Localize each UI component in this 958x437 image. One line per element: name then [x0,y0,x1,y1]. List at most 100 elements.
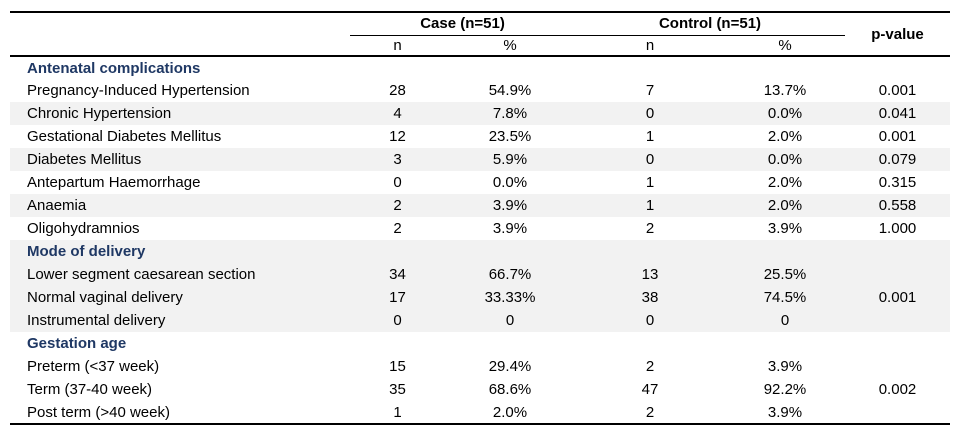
section-title: Antenatal complications [27,59,201,77]
case-n-column-header: n [350,35,445,57]
p-value-cell: 0.001 [878,128,917,145]
section-title: Mode of delivery [27,243,146,260]
case-n-cell: 35 [389,381,406,398]
table-row: Lower segment caesarean section 34 66.7% 13… [10,263,950,286]
control-percent-cell: 74.5% [763,289,807,306]
control-n-cell: 2 [645,358,655,375]
case-n-cell: 0 [393,174,402,191]
case-percent-cell: 54.9% [488,82,532,99]
table-row: Instrumental delivery 0 0 0 0 [10,309,950,332]
case-percent-cell: 23.5% [488,128,532,145]
control-n-cell: 1 [645,197,655,214]
control-percent-column-header: % [725,35,845,57]
table-row: Antepartum Haemorrhage 0 0.0% 1 2.0% 0.315 [10,171,950,194]
case-n-cell: 0 [393,312,402,329]
control-percent-cell: 13.7% [763,82,807,99]
control-n-cell: 13 [641,266,659,283]
p-value-cell: 0.001 [878,82,917,99]
case-n-cell: 28 [389,82,406,99]
table-row: Diabetes Mellitus 3 5.9% 0 0.0% 0.079 [10,148,950,171]
control-percent-cell: 2.0% [767,174,803,191]
section-header-row: Antenatal complications [10,56,950,79]
case-percent-cell: 66.7% [488,266,532,283]
case-percent-cell: 68.6% [488,381,532,398]
case-n-cell: 2 [393,197,402,214]
row-label-cell: Oligohydramnios [27,220,140,237]
table-row: Term (37-40 week) 35 68.6% 47 92.2% 0.002 [10,378,950,401]
section-title: Gestation age [27,335,127,352]
control-n-cell: 0 [645,312,655,329]
table-row: Pregnancy-Induced Hypertension 28 54.9% 7 13… [10,79,950,102]
table-row: Preterm (<37 week) 15 29.4% 2 3.9% [10,355,950,378]
control-n-cell: 38 [641,289,659,306]
table-body: Antenatal complications Pregnancy-Induced… [10,56,950,424]
case-group-header: Case (n=51) [350,12,575,36]
control-percent-cell: 3.9% [767,358,803,375]
case-n-cell: 3 [393,151,402,168]
control-percent-cell: 3.9% [767,220,803,237]
table-row: Oligohydramnios 2 3.9% 2 3.9% 1.000 [10,217,950,240]
group-header-row: Case (n=51) Control (n=51) p-value [10,12,950,57]
case-n-cell: 15 [389,358,406,375]
document-page: Case (n=51) Control (n=51) p-value n % n… [10,11,950,425]
row-label-cell: Chronic Hypertension [27,105,172,122]
row-label-cell: Diabetes Mellitus [27,151,142,168]
control-n-cell: 0 [645,151,655,168]
row-label-subheader-spacer [10,35,350,57]
control-percent-cell: 0.0% [767,105,803,122]
control-n-cell: 1 [645,128,655,145]
control-percent-cell: 2.0% [767,197,803,214]
case-percent-cell: 33.33% [484,289,536,306]
p-value-cell: 0.315 [878,174,917,191]
section-header-row: Mode of delivery [10,240,950,263]
row-label-cell: Lower segment caesarean section [27,266,256,283]
case-n-cell: 34 [389,266,406,283]
row-label-cell: Post term (>40 week) [27,403,170,421]
control-n-cell: 47 [641,381,659,398]
control-n-cell: 7 [645,82,655,99]
row-label-cell: Term (37-40 week) [27,381,153,398]
p-value-cell: 1.000 [878,220,917,237]
table-row: Post term (>40 week) 1 2.0% 2 3.9% [10,401,950,424]
p-value-cell: 0.041 [878,105,917,122]
table-row: Gestational Diabetes Mellitus 12 23.5% 1 2.0… [10,125,950,148]
control-percent-cell: 92.2% [763,381,807,398]
row-label-cell: Anaemia [27,197,87,214]
row-label-cell: Antepartum Haemorrhage [27,174,201,191]
case-n-cell: 17 [389,289,406,306]
p-value-cell: 0.558 [878,197,917,214]
row-label-cell: Instrumental delivery [27,312,166,329]
case-percent-cell: 3.9% [492,197,528,214]
control-percent-cell: 3.9% [767,403,803,421]
control-percent-cell: 0.0% [767,151,803,168]
case-control-comparison-table: Case (n=51) Control (n=51) p-value n % n… [10,11,950,425]
case-n-cell: 12 [389,128,406,145]
p-value-cell: 0.079 [878,151,917,168]
case-percent-cell: 0 [505,312,515,329]
control-n-column-header: n [575,35,725,57]
case-n-cell: 2 [393,220,402,237]
sub-header-row: n % n % [10,35,950,57]
p-value-cell: 0.002 [878,381,917,398]
control-percent-cell: 0 [780,312,790,329]
p-value-cell [845,401,950,424]
control-n-cell: 2 [645,220,655,237]
p-value-cell [845,309,950,332]
case-percent-cell: 5.9% [492,151,528,168]
row-label-cell: Gestational Diabetes Mellitus [27,128,222,145]
p-value-cell: 0.001 [878,289,917,306]
table-header: Case (n=51) Control (n=51) p-value n % n… [10,12,950,57]
case-n-cell: 4 [393,105,402,122]
case-percent-cell: 7.8% [492,105,528,122]
control-group-header: Control (n=51) [575,12,845,36]
case-percent-cell: 0.0% [492,174,528,191]
row-label-cell: Pregnancy-Induced Hypertension [27,82,250,99]
control-n-cell: 0 [645,105,655,122]
p-value-cell [845,263,950,286]
table-row: Normal vaginal delivery 17 33.33% 38 74.5% 0.… [10,286,950,309]
control-n-cell: 1 [645,174,655,191]
control-percent-cell: 2.0% [767,128,803,145]
case-n-cell: 1 [393,403,402,421]
table-row: Chronic Hypertension 4 7.8% 0 0.0% 0.041 [10,102,950,125]
row-label-header-spacer [10,12,350,35]
